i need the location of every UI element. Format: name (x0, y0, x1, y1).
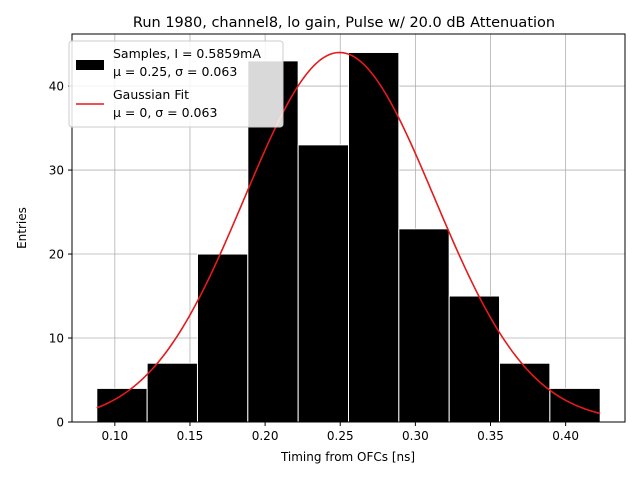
y-axis-label: Entries (15, 207, 29, 249)
histogram-bar (348, 51, 400, 423)
histogram-bar (196, 253, 249, 423)
y-tick-label: 10 (49, 332, 64, 346)
histogram-bar (297, 144, 349, 423)
legend-samples-line1: Samples, I = 0.5859mA (113, 46, 261, 61)
legend-samples-swatch (76, 60, 104, 70)
x-tick-label: 0.15 (177, 429, 204, 443)
legend-samples-line2: μ = 0.25, σ = 0.063 (113, 64, 237, 79)
x-axis-label: Timing from OFCs [ns] (280, 450, 415, 464)
legend: Samples, I = 0.5859mA μ = 0.25, σ = 0.06… (68, 40, 284, 128)
histogram-bar (146, 362, 198, 423)
legend-fit-line2: μ = 0, σ = 0.063 (113, 105, 217, 120)
gaussian-curve (96, 51, 601, 415)
histogram-bar (398, 228, 450, 423)
histogram-bar (499, 362, 551, 423)
histogram-bar (448, 295, 501, 423)
x-tick-label: 0.30 (402, 429, 429, 443)
y-tick-label: 40 (49, 80, 64, 94)
plot-frame (71, 33, 626, 423)
x-tick-label: 0.25 (327, 429, 354, 443)
y-axis-ticks: 0 10 20 30 40 (49, 80, 72, 430)
legend-fit-line1: Gaussian Fit (113, 87, 189, 102)
y-tick-label: 30 (49, 164, 64, 178)
gaussian-fit-line (96, 51, 601, 415)
x-tick-label: 0.20 (252, 429, 279, 443)
x-tick-label: 0.35 (477, 429, 504, 443)
legend-box (68, 40, 284, 128)
chart-title: Run 1980, channel8, lo gain, Pulse w/ 20… (133, 15, 555, 31)
x-axis-ticks: 0.10 0.15 0.20 0.25 0.30 0.35 0.40 (101, 422, 579, 443)
x-tick-label: 0.40 (552, 429, 579, 443)
x-tick-label: 0.10 (101, 429, 128, 443)
y-tick-label: 0 (56, 416, 64, 430)
y-tick-label: 20 (49, 248, 64, 262)
